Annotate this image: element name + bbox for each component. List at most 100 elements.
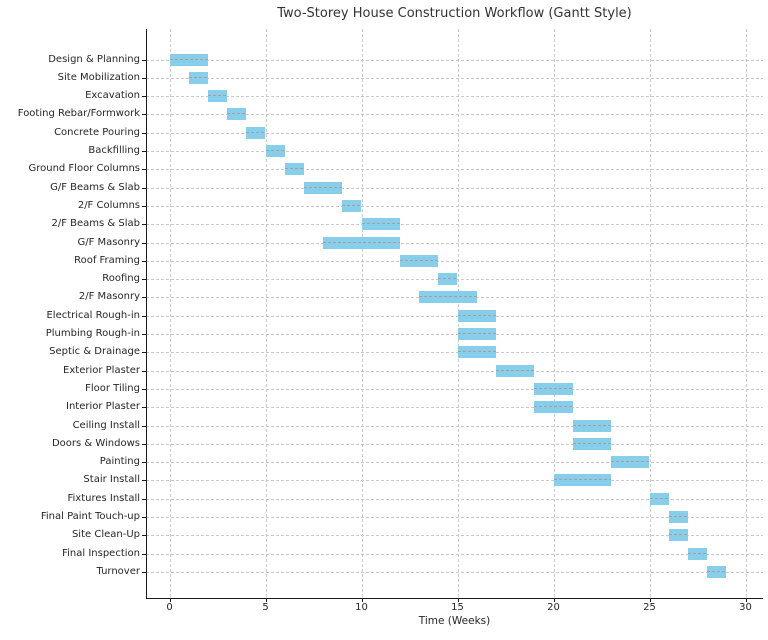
y-tick-mark <box>142 205 146 207</box>
gantt-bar-gridline-overlay <box>457 333 496 334</box>
y-tick-label: Backfilling <box>88 145 140 156</box>
y-tick-label: Footing Rebar/Formwork <box>17 108 140 120</box>
y-tick-label: Roof Framing <box>74 254 140 266</box>
y-tick-mark <box>142 224 146 226</box>
gantt-bar <box>207 90 228 103</box>
y-tick-label: Design & Planning <box>48 53 140 65</box>
x-tick-mark <box>265 598 267 602</box>
gantt-bar-gridline-overlay <box>265 150 285 151</box>
gantt-bar <box>342 199 362 212</box>
x-tick-label: 20 <box>547 602 560 613</box>
gantt-bar <box>668 529 688 542</box>
y-gridline <box>146 59 763 61</box>
gantt-bar-gridline-overlay <box>572 424 612 426</box>
y-tick-mark <box>142 96 146 98</box>
x-gridline <box>265 29 267 598</box>
gantt-bar-gridline-overlay <box>207 95 228 97</box>
y-tick-mark <box>142 352 146 354</box>
y-tick-mark <box>142 260 146 262</box>
gantt-bar <box>457 346 496 359</box>
y-tick-label: Septic & Drainage <box>49 346 140 358</box>
gantt-bar-gridline-overlay <box>342 204 362 206</box>
y-tick-mark <box>142 388 146 390</box>
gantt-bar <box>323 236 400 249</box>
y-tick-mark <box>142 517 146 518</box>
y-tick-label: 2/F Beams & Slab <box>51 218 140 230</box>
y-tick-label: Floor Tiling <box>85 382 140 394</box>
x-tick-label: 5 <box>262 602 269 613</box>
x-tick-mark <box>169 598 171 602</box>
x-gridline <box>361 29 363 598</box>
y-gridline <box>146 517 763 518</box>
y-tick-mark <box>142 370 146 372</box>
gantt-bar-gridline-overlay <box>246 131 266 133</box>
y-tick-mark <box>142 407 146 409</box>
y-tick-label: Excavation <box>85 90 140 102</box>
y-gridline <box>146 352 763 354</box>
y-gridline <box>146 260 763 262</box>
gantt-bar-gridline-overlay <box>668 534 688 536</box>
gantt-bar <box>246 126 266 139</box>
x-tick-label: 30 <box>739 602 752 613</box>
gantt-bar-gridline-overlay <box>227 113 247 115</box>
y-tick-label: Ground Floor Columns <box>28 163 140 175</box>
y-tick-mark <box>142 462 146 464</box>
x-axis-spine <box>146 598 763 599</box>
y-gridline <box>146 151 763 152</box>
y-gridline <box>146 553 763 555</box>
x-tick-label: 15 <box>451 602 464 613</box>
x-tick-mark <box>745 598 747 602</box>
chart-title: Two-Storey House Construction Workflow (… <box>277 6 632 21</box>
y-tick-label: 2/F Columns <box>77 199 140 211</box>
y-tick-mark <box>142 114 146 116</box>
gantt-bar <box>457 309 496 322</box>
y-gridline <box>146 425 763 427</box>
y-tick-mark <box>142 334 146 335</box>
gantt-bar <box>687 547 708 560</box>
y-tick-label: Ceiling Install <box>72 419 140 431</box>
gantt-bar <box>553 474 612 487</box>
gantt-bar <box>534 401 573 414</box>
y-tick-label: Concrete Pouring <box>54 126 140 138</box>
y-tick-label: Roofing <box>102 273 140 285</box>
y-axis-spine <box>146 29 147 598</box>
x-tick-mark <box>361 598 363 602</box>
gantt-bar-gridline-overlay <box>534 387 573 389</box>
gantt-bar-gridline-overlay <box>303 186 343 188</box>
y-tick-mark <box>142 187 146 189</box>
y-tick-label: G/F Beams & Slab <box>50 181 140 193</box>
y-tick-mark <box>142 77 146 79</box>
y-gridline <box>146 315 763 317</box>
y-gridline <box>146 114 763 116</box>
x-axis-title: Time (Weeks) <box>418 615 491 627</box>
y-tick-mark <box>142 279 146 281</box>
y-tick-mark <box>142 242 146 244</box>
gantt-bar <box>572 419 612 432</box>
y-tick-label: Final Paint Touch-up <box>40 511 140 522</box>
gantt-bar-gridline-overlay <box>188 76 208 78</box>
gantt-bar-gridline-overlay <box>668 516 688 517</box>
x-tick-label: 0 <box>166 602 173 613</box>
gantt-bar <box>438 273 458 286</box>
gantt-bar-gridline-overlay <box>438 278 458 280</box>
gantt-bar <box>284 163 304 176</box>
y-gridline <box>146 242 763 244</box>
x-tick-mark <box>457 598 459 602</box>
y-tick-label: Electrical Rough-in <box>46 309 140 321</box>
gantt-bar <box>649 492 669 505</box>
gantt-bar-gridline-overlay <box>553 479 612 481</box>
gantt-bar-gridline-overlay <box>169 58 208 60</box>
y-gridline <box>146 205 763 207</box>
x-tick-mark <box>649 598 651 602</box>
gantt-bar-gridline-overlay <box>284 168 304 170</box>
x-gridline <box>745 29 747 598</box>
gantt-bar <box>303 181 343 194</box>
y-tick-mark <box>142 571 146 573</box>
x-gridline <box>169 29 171 598</box>
y-gridline <box>146 370 763 372</box>
y-tick-mark <box>142 297 146 299</box>
y-gridline <box>146 571 763 573</box>
y-tick-mark <box>142 443 146 445</box>
